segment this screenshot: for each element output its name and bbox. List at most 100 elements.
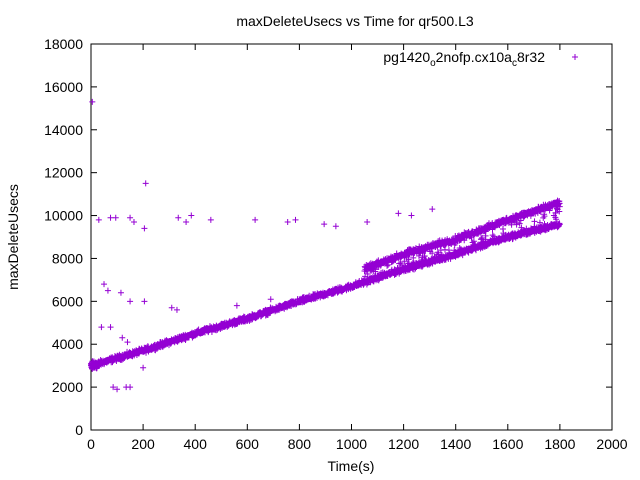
x-tick-label: 0	[87, 436, 95, 452]
y-tick-label: 16000	[44, 79, 83, 95]
y-tick-label: 14000	[44, 122, 83, 138]
data-point	[378, 269, 385, 276]
x-axis-label: Time(s)	[328, 458, 375, 474]
x-tick-label: 1400	[440, 436, 471, 452]
data-point-outlier	[142, 180, 149, 187]
x-tick-label: 800	[288, 436, 312, 452]
data-point-outlier	[141, 225, 148, 232]
data-point-outlier	[429, 206, 436, 213]
data-point	[537, 208, 544, 215]
data-point-outlier	[127, 214, 134, 221]
data-point	[427, 248, 434, 255]
data-point	[416, 250, 423, 257]
data-point	[422, 248, 429, 255]
legend-marker-plus	[572, 54, 578, 60]
y-tick-label: 6000	[52, 293, 83, 309]
y-tick-label: 0	[75, 422, 83, 438]
data-point	[373, 263, 380, 270]
data-point	[516, 220, 523, 227]
data-point-outlier	[104, 287, 111, 294]
data-point-outlier	[98, 324, 105, 331]
data-point-outlier	[124, 339, 131, 346]
data-point	[475, 230, 482, 237]
data-point	[478, 239, 485, 246]
data-point-outlier	[284, 218, 291, 225]
data-point	[542, 223, 549, 230]
x-tick-label: 1800	[544, 436, 575, 452]
data-point	[538, 224, 545, 231]
data-point-outlier	[101, 281, 108, 288]
data-point	[413, 249, 420, 256]
data-point	[441, 246, 448, 253]
plot-area-frame	[90, 43, 613, 431]
x-tick-label: 1200	[388, 436, 419, 452]
data-point	[531, 218, 538, 225]
axis-ticks: 0 200 400 600 800 1000 1200 1400 1600 1800 2000 0 20…	[44, 36, 628, 452]
data-point	[478, 236, 485, 243]
data-point	[397, 260, 404, 267]
data-point	[438, 252, 445, 259]
data-point	[552, 203, 559, 210]
data-point	[401, 258, 408, 265]
data-point	[534, 209, 541, 216]
data-point	[91, 365, 98, 372]
data-point	[502, 234, 509, 241]
data-point	[374, 272, 381, 279]
data-point	[536, 219, 543, 226]
data-point-outlier	[175, 214, 182, 221]
data-point	[489, 232, 496, 239]
data-point	[521, 213, 528, 220]
data-point-outlier	[112, 214, 119, 221]
data-point	[505, 233, 512, 240]
data-point-outlier	[114, 386, 121, 393]
data-point	[517, 217, 524, 224]
data-point	[499, 225, 506, 232]
x-tick-label: 600	[236, 436, 260, 452]
data-point	[518, 224, 525, 231]
data-point	[460, 248, 467, 255]
data-point-outlier	[252, 216, 259, 223]
data-point	[481, 240, 488, 247]
data-point	[385, 261, 392, 268]
data-point	[402, 252, 409, 259]
data-point	[391, 266, 398, 273]
data-point	[418, 258, 425, 265]
data-point	[410, 254, 417, 261]
x-tick-label: 1000	[336, 436, 367, 452]
data-point	[362, 273, 369, 280]
x-tick-label: 2000	[596, 436, 627, 452]
data-point-outlier	[107, 214, 114, 221]
data-point	[456, 244, 463, 251]
data-point	[441, 242, 448, 249]
y-tick-label: 8000	[52, 250, 83, 266]
data-point-outlier	[107, 324, 114, 331]
data-point	[384, 262, 391, 269]
data-point	[556, 221, 563, 228]
data-point-outlier	[141, 298, 148, 305]
data-point	[369, 266, 376, 273]
data-point	[530, 208, 537, 215]
series-0	[88, 98, 563, 393]
data-point-outlier	[127, 384, 134, 391]
data-point	[380, 259, 387, 266]
data-point-outlier	[395, 210, 402, 217]
data-point	[398, 266, 405, 273]
data-point	[454, 237, 461, 244]
data-point	[490, 233, 497, 240]
data-point-outlier	[364, 218, 371, 225]
data-point-outlier	[168, 304, 175, 311]
data-point-outlier	[110, 384, 117, 391]
x-tick-label: 1600	[492, 436, 523, 452]
data-point-outlier	[332, 223, 339, 230]
data-point	[497, 220, 504, 227]
y-axis-label: maxDeleteUsecs	[5, 184, 21, 290]
data-point	[95, 360, 102, 367]
data-point	[404, 262, 411, 269]
x-tick-label: 400	[184, 436, 208, 452]
data-point	[508, 220, 515, 227]
data-point	[451, 247, 458, 254]
x-tick-label: 200	[131, 436, 155, 452]
data-point-outlier	[140, 364, 147, 371]
y-tick-label: 2000	[52, 379, 83, 395]
data-point	[489, 226, 496, 233]
